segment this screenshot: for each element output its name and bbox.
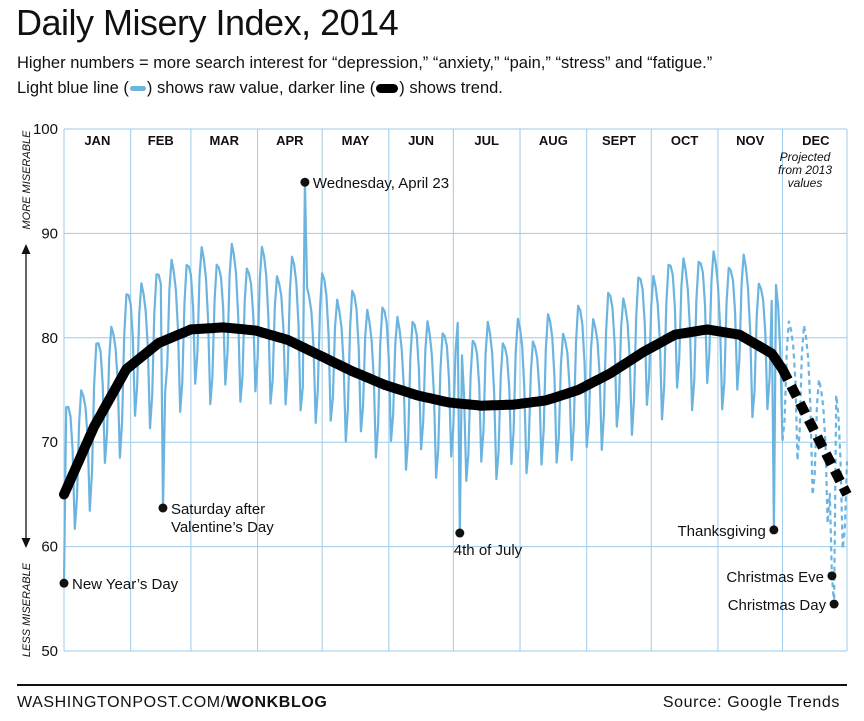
projection-note-line-1: Projected — [780, 150, 831, 164]
trend-series-line — [59, 322, 788, 500]
annotation-dot-7 — [829, 599, 839, 609]
y-label-more-miserable: MORE MISERABLE — [21, 130, 33, 230]
legend-raw-swatch-icon — [129, 86, 146, 92]
subtitle-line-2: Light blue line ( ) shows raw value, dark… — [17, 79, 503, 98]
month-label-jun: JUN — [408, 133, 434, 148]
footer-section: WONKBLOG — [225, 694, 328, 711]
month-label-may: MAY — [342, 133, 370, 148]
misery-axis-up-arrow-icon — [21, 244, 31, 254]
subtitle-line-1: Higher numbers = more search interest fo… — [17, 54, 713, 72]
subtitle-part-b: ) shows raw value, darker line ( — [146, 79, 376, 97]
annotation-label-7: Christmas Day — [728, 597, 827, 614]
annotation-label-4: 4th of July — [454, 542, 523, 559]
month-label-aug: AUG — [539, 133, 568, 148]
chart-title: Daily Misery Index, 2014 — [16, 2, 399, 43]
annotation-label-5: Thanksgiving — [677, 523, 765, 540]
annotation-dot-2 — [158, 503, 168, 513]
projection-note-line-2: from 2013 — [778, 163, 832, 177]
projection-note-line-3: values — [788, 176, 823, 190]
legend-trend-swatch-icon — [376, 84, 399, 94]
month-label-dec: DEC — [802, 133, 830, 148]
y-tick-label-90: 90 — [41, 225, 58, 242]
annotation-label-1: New Year’s Day — [72, 576, 179, 593]
annotation-label-2-1: Saturday after — [171, 501, 265, 518]
annotation-dot-6 — [827, 571, 837, 581]
footer-source: Source: Google Trends — [662, 694, 840, 711]
annotation-dot-5 — [769, 525, 779, 535]
y-tick-label-70: 70 — [41, 434, 58, 451]
annotation-dot-4 — [455, 528, 465, 538]
y-label-less-miserable: LESS MISERABLE — [21, 562, 33, 657]
annotation-label-3: Wednesday, April 23 — [313, 175, 449, 192]
subtitle-part-a: Light blue line ( — [17, 79, 129, 97]
footer-credit: WASHINGTONPOST.COM/WONKBLOG — [17, 694, 327, 712]
footer-rule — [17, 684, 847, 686]
annotation-label-2-2: Valentine’s Day — [171, 519, 274, 536]
annotation-dot-1 — [59, 578, 69, 588]
month-label-sept: SEPT — [602, 133, 636, 148]
footer-site: WASHINGTONPOST.COM/ — [17, 694, 226, 711]
subtitle-part-c: ) shows trend. — [399, 79, 503, 97]
month-label-feb: FEB — [148, 133, 174, 148]
trend-series-projected-line — [778, 366, 852, 497]
raw-series-projected-line — [781, 320, 849, 605]
y-tick-label-80: 80 — [41, 330, 58, 347]
misery-axis-down-arrow-icon — [21, 538, 31, 548]
month-label-apr: APR — [276, 133, 304, 148]
y-tick-label-100: 100 — [33, 121, 58, 138]
month-label-jul: JUL — [474, 133, 499, 148]
month-label-jan: JAN — [84, 133, 110, 148]
annotation-label-6: Christmas Eve — [726, 569, 824, 586]
annotation-dot-3 — [300, 177, 310, 187]
month-label-nov: NOV — [736, 133, 765, 148]
y-tick-label-60: 60 — [41, 539, 58, 556]
month-label-mar: MAR — [209, 133, 239, 148]
month-label-oct: OCT — [671, 133, 699, 148]
y-tick-label-50: 50 — [41, 643, 58, 660]
